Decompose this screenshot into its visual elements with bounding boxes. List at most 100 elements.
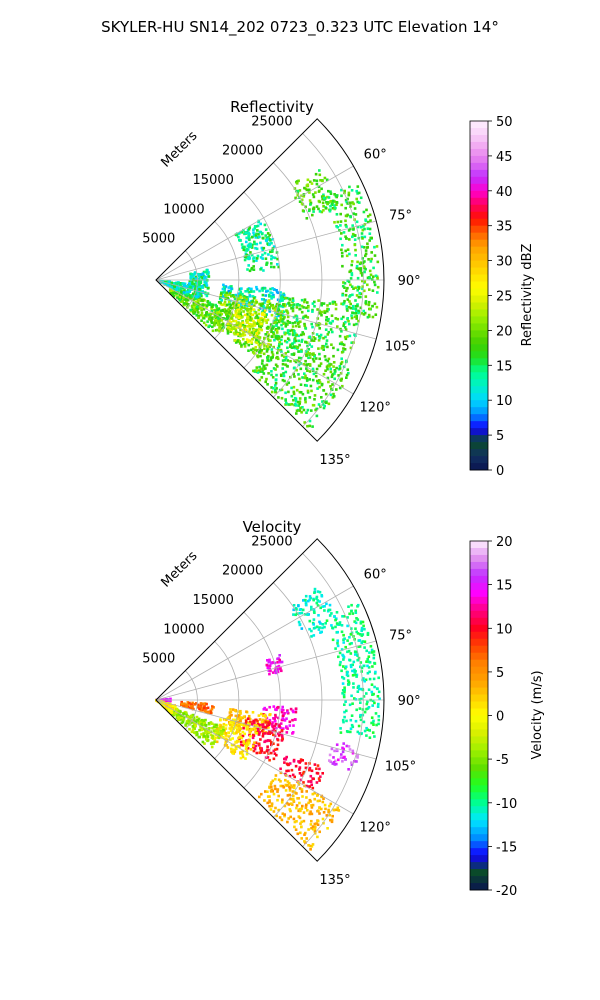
velocity-echo-gate — [276, 798, 279, 802]
reflectivity-echo-gate — [262, 364, 265, 368]
reflectivity-echo-gate — [356, 225, 360, 229]
reflectivity-echo-gate — [295, 324, 298, 328]
velocity-echo-gate — [360, 634, 364, 637]
velocity-echo-gate — [351, 702, 354, 705]
velocity-echo-gate — [255, 718, 258, 722]
reflectivity-echo-gate — [326, 319, 330, 322]
velocity-echo-gate — [305, 796, 308, 799]
reflectivity-echo-gate — [290, 353, 294, 356]
velocity-echo-gate — [248, 738, 251, 742]
velocity-echo-gate — [308, 598, 311, 602]
velocity-echo-gate — [198, 707, 201, 711]
reflectivity-echo-gate — [362, 265, 366, 268]
reflectivity-echo-gate — [366, 215, 370, 218]
velocity-echo-gate — [341, 750, 345, 754]
reflectivity-echo-gate — [295, 409, 299, 412]
reflectivity-echo-gate — [226, 296, 230, 300]
reflectivity-echo-gate — [283, 331, 286, 334]
reflectivity-echo-gate — [338, 365, 342, 368]
reflectivity-echo-gate — [205, 281, 208, 285]
velocity-echo-gate — [349, 663, 353, 667]
velocity-echo-gate — [224, 727, 228, 730]
reflectivity-echo-gate — [292, 331, 295, 334]
velocity-echo-gate — [370, 648, 374, 652]
reflectivity-echo-gate — [252, 319, 255, 323]
reflectivity-echo-gate — [250, 253, 254, 257]
velocity-echo-gate — [278, 816, 282, 819]
reflectivity-echo-gate — [188, 290, 192, 293]
velocity-echo-gate — [295, 792, 298, 795]
velocity-echo-gate — [352, 682, 355, 685]
reflectivity-echo-gate — [341, 342, 344, 346]
reflectivity-echo-gate — [228, 320, 231, 323]
reflectivity-echo-gate — [285, 401, 288, 405]
reflectivity-colorbar-segment — [470, 309, 488, 317]
reflectivity-echo-gate — [247, 340, 250, 344]
reflectivity-echo-gate — [271, 291, 274, 295]
velocity-echo-gate — [269, 808, 273, 811]
velocity-echo-gate — [288, 808, 292, 811]
velocity-echo-gate — [200, 704, 203, 707]
velocity-echo-gate — [268, 795, 271, 798]
velocity-echo-gate — [188, 727, 191, 731]
reflectivity-echo-gate — [278, 342, 281, 346]
reflectivity-echo-gate — [262, 317, 266, 321]
reflectivity-echo-gate — [357, 267, 360, 270]
reflectivity-echo-gate — [318, 210, 322, 213]
velocity-echo-gate — [208, 727, 211, 730]
reflectivity-echo-gate — [255, 285, 258, 289]
velocity-echo-gate — [337, 809, 341, 812]
velocity-echo-gate — [330, 747, 334, 751]
velocity-echo-gate — [310, 769, 314, 773]
reflectivity-echo-gate — [348, 238, 351, 241]
velocity-echo-gate — [340, 630, 344, 634]
reflectivity-echo-gate — [306, 178, 310, 182]
velocity-colorbar-segment — [470, 694, 488, 702]
velocity-echo-gate — [315, 595, 319, 599]
reflectivity-echo-gate — [255, 328, 258, 332]
reflectivity-echo-gate — [297, 339, 300, 343]
velocity-echo-gate — [366, 664, 369, 668]
reflectivity-echo-gate — [278, 303, 281, 307]
velocity-echo-gate — [362, 695, 366, 698]
velocity-echo-gate — [320, 807, 323, 811]
velocity-echo-gate — [308, 766, 312, 770]
reflectivity-echo-gate — [271, 335, 274, 339]
velocity-echo-gate — [292, 613, 295, 616]
velocity-colorbar-segment — [470, 589, 488, 598]
reflectivity-echo-gate — [335, 388, 338, 391]
reflectivity-echo-gate — [308, 378, 311, 381]
velocity-echo-gate — [291, 797, 295, 801]
velocity-echo-gate — [278, 654, 281, 657]
velocity-echo-gate — [312, 623, 315, 626]
velocity-echo-gate — [182, 712, 186, 715]
velocity-echo-gate — [253, 721, 256, 724]
velocity-echo-gate — [334, 647, 337, 650]
reflectivity-echo-gate — [340, 317, 343, 321]
reflectivity-echo-gate — [363, 235, 367, 239]
reflectivity-echo-gate — [355, 294, 359, 297]
reflectivity-echo-gate — [261, 289, 264, 292]
velocity-echo-gate — [168, 709, 172, 713]
reflectivity-echo-gate — [305, 363, 309, 367]
velocity-echo-gate — [328, 759, 331, 762]
velocity-echo-gate — [366, 633, 370, 636]
velocity-echo-gate — [309, 848, 312, 851]
velocity-echo-gate — [200, 732, 203, 736]
reflectivity-echo-gate — [304, 374, 307, 378]
reflectivity-echo-gate — [326, 359, 330, 363]
reflectivity-echo-gate — [375, 245, 379, 248]
velocity-echo-gate — [185, 704, 188, 708]
reflectivity-echo-gate — [235, 326, 239, 329]
velocity-echo-gate — [295, 804, 299, 807]
velocity-echo-gate — [272, 749, 276, 753]
velocity-echo-gate — [297, 604, 300, 608]
reflectivity-echo-gate — [237, 303, 241, 307]
reflectivity-echo-gate — [351, 232, 355, 236]
velocity-echo-gate — [319, 631, 322, 634]
velocity-echo-gate — [355, 630, 358, 634]
reflectivity-echo-gate — [280, 314, 283, 317]
reflectivity-echo-gate — [255, 369, 259, 372]
reflectivity-echo-gate — [298, 397, 302, 400]
velocity-echo-gate — [356, 632, 360, 635]
